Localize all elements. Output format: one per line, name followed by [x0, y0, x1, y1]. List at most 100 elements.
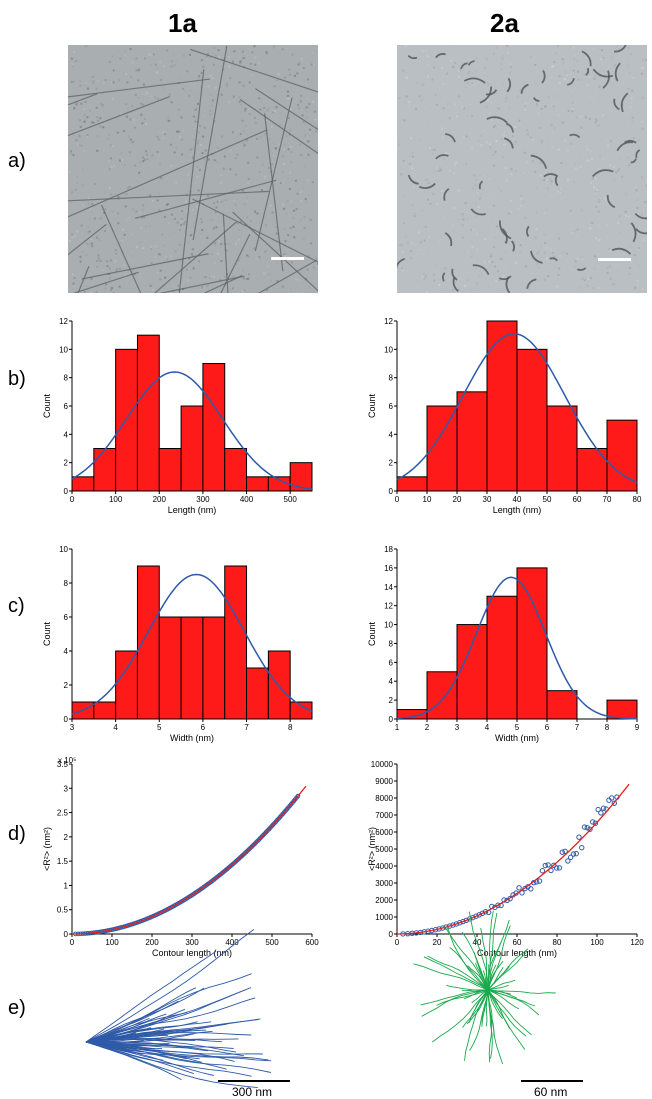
short-fiber	[521, 85, 528, 94]
noise-speckle	[429, 147, 431, 149]
noise-speckle	[578, 156, 580, 158]
noise-speckle	[311, 213, 313, 215]
y-tick-label: 3000	[375, 879, 393, 888]
noise-speckle	[281, 238, 283, 240]
noise-speckle	[216, 162, 218, 164]
noise-speckle	[480, 135, 482, 137]
noise-speckle	[200, 166, 202, 168]
noise-speckle	[278, 251, 280, 253]
noise-speckle	[149, 148, 151, 150]
noise-speckle	[180, 136, 182, 138]
noise-speckle	[555, 266, 557, 268]
noise-speckle	[192, 209, 194, 211]
noise-speckle	[304, 108, 306, 110]
noise-speckle	[502, 276, 504, 278]
noise-speckle	[247, 182, 249, 184]
noise-speckle	[471, 115, 473, 117]
noise-speckle	[581, 79, 583, 81]
y-tick-label: 0.5	[57, 906, 69, 915]
noise-speckle	[433, 274, 435, 276]
noise-speckle	[312, 101, 314, 103]
noise-speckle	[551, 66, 553, 68]
noise-speckle	[574, 54, 576, 56]
noise-speckle	[274, 85, 276, 87]
noise-speckle	[229, 149, 231, 151]
noise-speckle	[258, 256, 260, 258]
x-tick-label: 4	[113, 723, 118, 732]
short-fiber	[582, 51, 591, 66]
noise-speckle	[152, 154, 154, 156]
noise-speckle	[571, 91, 573, 93]
noise-speckle	[243, 130, 245, 132]
noise-speckle	[204, 115, 206, 117]
y-tick-label: 2	[389, 696, 394, 705]
noise-speckle	[113, 81, 115, 83]
noise-speckle	[594, 268, 596, 270]
y-tick-label: 0	[389, 715, 394, 724]
histogram-bar	[225, 566, 247, 719]
noise-speckle	[194, 97, 196, 99]
noise-speckle	[484, 118, 486, 120]
noise-speckle	[631, 49, 633, 51]
noise-speckle	[269, 138, 271, 140]
data-point	[599, 811, 603, 815]
noise-speckle	[459, 277, 461, 279]
noise-speckle	[445, 152, 447, 154]
y-axis-label: Count	[367, 394, 377, 419]
noise-speckle	[476, 258, 478, 260]
noise-speckle	[187, 174, 189, 176]
noise-speckle	[293, 236, 295, 238]
noise-speckle	[300, 100, 302, 102]
noise-speckle	[554, 188, 556, 190]
noise-speckle	[112, 55, 114, 57]
noise-speckle	[559, 188, 561, 190]
noise-speckle	[467, 82, 469, 84]
x-tick-label: 200	[153, 495, 167, 504]
noise-speckle	[472, 246, 474, 248]
histogram-bar	[203, 364, 225, 492]
noise-speckle	[191, 148, 193, 150]
noise-speckle	[282, 286, 284, 288]
noise-speckle	[187, 242, 189, 244]
noise-speckle	[486, 141, 488, 143]
noise-speckle	[238, 130, 240, 132]
data-point	[560, 850, 564, 854]
noise-speckle	[203, 145, 205, 147]
noise-speckle	[484, 238, 486, 240]
noise-speckle	[617, 222, 619, 224]
noise-speckle	[159, 61, 161, 63]
noise-speckle	[175, 182, 177, 184]
noise-speckle	[410, 257, 412, 259]
short-fiber	[542, 70, 545, 83]
noise-speckle	[428, 135, 430, 137]
noise-speckle	[515, 170, 517, 172]
noise-speckle	[514, 126, 516, 128]
noise-speckle	[507, 52, 509, 54]
noise-speckle	[520, 198, 522, 200]
y-tick-label: 12	[59, 317, 68, 326]
fit-curve	[72, 786, 306, 934]
noise-speckle	[614, 64, 616, 66]
noise-speckle	[523, 200, 525, 202]
noise-speckle	[290, 146, 292, 148]
noise-speckle	[538, 267, 540, 269]
noise-speckle	[73, 285, 75, 287]
noise-speckle	[500, 190, 502, 192]
noise-speckle	[487, 175, 489, 177]
noise-speckle	[282, 155, 284, 157]
histogram-bar	[268, 651, 290, 719]
noise-speckle	[539, 279, 541, 281]
noise-speckle	[598, 201, 600, 203]
noise-speckle	[190, 154, 192, 156]
short-fiber	[612, 249, 630, 254]
noise-speckle	[427, 64, 429, 66]
noise-speckle	[600, 88, 602, 90]
noise-speckle	[291, 261, 293, 263]
noise-speckle	[266, 188, 268, 190]
noise-speckle	[311, 64, 313, 66]
noise-speckle	[213, 202, 215, 204]
noise-speckle	[466, 135, 468, 137]
short-fiber	[436, 155, 449, 159]
noise-speckle	[169, 233, 171, 235]
